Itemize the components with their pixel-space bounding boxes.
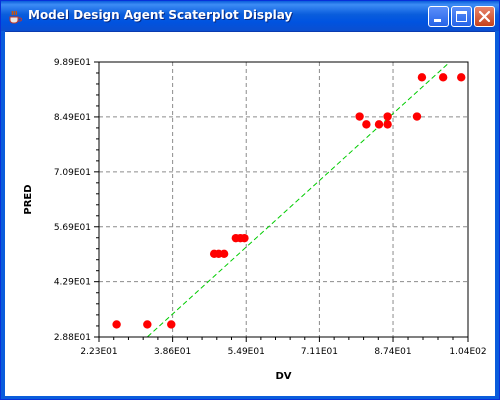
- close-icon: [478, 10, 491, 23]
- y-tick-label: 2.88E01: [54, 333, 91, 343]
- java-cup-icon[interactable]: [7, 8, 23, 24]
- minimize-button[interactable]: [428, 6, 449, 27]
- window-frame-bottom[interactable]: [1, 395, 499, 399]
- x-tick-label: 7.11E01: [301, 347, 338, 357]
- x-tick-label: 3.86E01: [154, 347, 191, 357]
- fit-line-layer: [146, 62, 451, 337]
- y-axis-title: PRED: [23, 184, 34, 214]
- x-tick-label: 1.04E02: [449, 347, 486, 357]
- plot-area-border: [98, 61, 469, 338]
- data-point: [374, 120, 384, 129]
- x-tick-label: 8.74E01: [374, 347, 411, 357]
- data-point: [143, 320, 152, 329]
- maximize-button[interactable]: [451, 6, 472, 27]
- data-point: [167, 320, 176, 329]
- plot-panel: 2.23E01 3.86E01 5.49E01 7.11E01 8.74E01 1.04E…: [5, 32, 495, 396]
- close-button[interactable]: [474, 6, 495, 27]
- window-title: Model Design Agent Scaterplot Display: [28, 8, 293, 22]
- data-point: [412, 112, 422, 121]
- minimize-icon: [434, 19, 441, 22]
- data-point: [112, 320, 121, 329]
- y-tick-label: 7.09E01: [54, 168, 91, 178]
- data-point: [362, 120, 371, 129]
- y-tick-label: 5.69E01: [54, 223, 91, 233]
- data-point: [383, 120, 392, 129]
- x-tick-label: 2.23E01: [80, 347, 117, 357]
- x-axis-title: DV: [275, 371, 291, 382]
- data-point: [417, 73, 427, 82]
- data-point: [438, 73, 448, 82]
- window-frame-left[interactable]: [1, 31, 5, 399]
- data-point: [219, 249, 229, 259]
- data-point: [355, 112, 364, 121]
- y-tick-label: 4.29E01: [54, 278, 91, 288]
- fit-line: [146, 62, 451, 337]
- grid-lines: [99, 62, 468, 337]
- title-bar[interactable]: Model Design Agent Scaterplot Display: [1, 1, 499, 32]
- y-tick-label: 9.89E01: [54, 58, 91, 68]
- y-tick-label: 8.49E01: [54, 113, 91, 123]
- x-tick-label: 5.49E01: [228, 347, 265, 357]
- axis-ticks: 2.23E01 3.86E01 5.49E01 7.11E01 8.74E01 1.04E…: [54, 58, 487, 357]
- data-point: [240, 233, 249, 243]
- scatterplot-chart: 2.23E01 3.86E01 5.49E01 7.11E01 8.74E01 1.04E…: [23, 58, 487, 382]
- maximize-icon: [456, 11, 467, 22]
- data-point: [457, 73, 466, 82]
- data-point: [383, 112, 392, 121]
- data-points: [112, 73, 466, 329]
- window-frame-right[interactable]: [495, 31, 499, 399]
